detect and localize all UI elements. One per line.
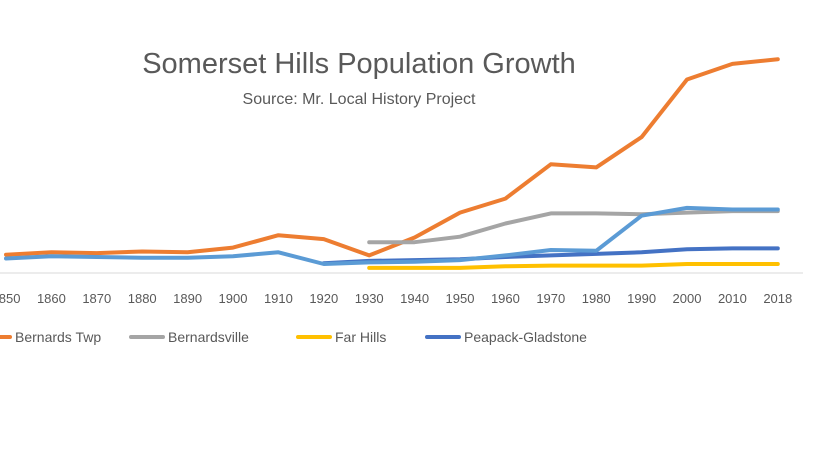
legend-label: Bernards Twp bbox=[15, 329, 101, 345]
legend-label: Bernardsville bbox=[168, 329, 249, 345]
x-tick-label: 2018 bbox=[763, 291, 792, 306]
x-tick-label: 1990 bbox=[627, 291, 656, 306]
x-tick-label: 1930 bbox=[355, 291, 384, 306]
x-tick-label: 1900 bbox=[219, 291, 248, 306]
series-layer bbox=[4, 57, 780, 270]
legend-item-bernardsville: Bernardsville bbox=[129, 329, 249, 345]
x-tick-label: 1920 bbox=[309, 291, 338, 306]
legend-label: Peapack-Gladstone bbox=[464, 329, 587, 345]
series-line-bernards-twp bbox=[4, 57, 780, 258]
legend-label: Far Hills bbox=[335, 329, 386, 345]
x-tick-label: 1850 bbox=[0, 291, 20, 306]
x-tick-labels: 1850 1860 1870 1880 1890 1900 1910 1920 1930 1940… bbox=[0, 291, 792, 306]
x-tick-label: 1890 bbox=[173, 291, 202, 306]
x-tick-label: 1960 bbox=[491, 291, 520, 306]
x-tick-label: 1980 bbox=[582, 291, 611, 306]
legend-item-peapack-gladstone: Peapack-Gladstone bbox=[425, 329, 587, 345]
legend-item-far-hills: Far Hills bbox=[296, 329, 386, 345]
x-tick-label: 2000 bbox=[673, 291, 702, 306]
x-tick-label: 1970 bbox=[536, 291, 565, 306]
legend-item-bernards-twp: Bernards Twp bbox=[0, 329, 101, 345]
series-line-far-hills bbox=[367, 262, 780, 270]
series-line-series-4 bbox=[4, 205, 780, 266]
legend: Bernards Twp Bernardsville Far Hills Peapac… bbox=[0, 329, 587, 345]
x-tick-label: 1870 bbox=[82, 291, 111, 306]
x-tick-label: 1880 bbox=[128, 291, 157, 306]
x-tick-label: 1940 bbox=[400, 291, 429, 306]
chart-title: Somerset Hills Population Growth bbox=[142, 48, 576, 80]
x-tick-label: 1860 bbox=[37, 291, 66, 306]
x-tick-label: 1910 bbox=[264, 291, 293, 306]
chart-subtitle: Source: Mr. Local History Project bbox=[242, 91, 476, 108]
series-line-bernardsville bbox=[367, 209, 780, 245]
x-tick-label: 2010 bbox=[718, 291, 747, 306]
x-tick-label: 1950 bbox=[446, 291, 475, 306]
